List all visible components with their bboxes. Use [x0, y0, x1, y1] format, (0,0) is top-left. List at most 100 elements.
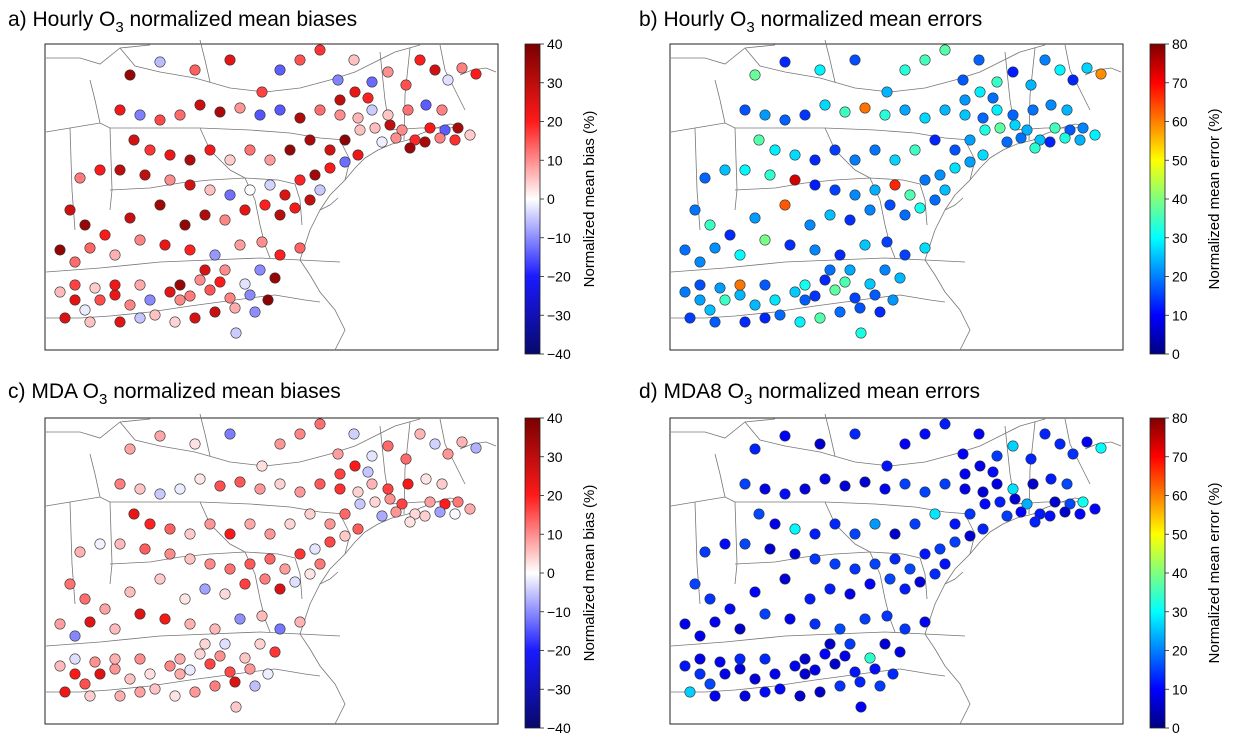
site-marker [274, 583, 286, 595]
site-marker [204, 284, 216, 296]
site-marker [789, 523, 801, 535]
site-marker [909, 518, 921, 530]
colorbar-tick-label: 40 [1172, 565, 1188, 581]
site-marker [134, 686, 146, 698]
site-marker [309, 543, 321, 555]
site-marker [154, 199, 166, 211]
site-marker [704, 593, 716, 605]
site-marker [879, 638, 891, 650]
site-marker [304, 134, 316, 146]
site-marker [859, 613, 871, 625]
colorbar-tick-label: 30 [1172, 230, 1188, 246]
site-marker [294, 486, 306, 498]
site-marker [274, 249, 286, 261]
site-marker [849, 428, 861, 440]
site-marker [714, 656, 726, 668]
site-marker [294, 616, 306, 628]
boundary-line [899, 294, 946, 303]
site-marker [230, 701, 242, 713]
site-marker [449, 134, 461, 146]
site-marker [284, 518, 296, 530]
site-marker [1049, 496, 1061, 508]
site-marker [449, 508, 461, 520]
site-marker [1061, 104, 1073, 116]
site-marker [289, 576, 301, 588]
site-marker [159, 239, 171, 251]
site-marker [164, 286, 176, 298]
state-boundaries [45, 39, 497, 351]
site-marker [994, 496, 1006, 508]
site-marker [149, 309, 161, 321]
site-marker [244, 518, 256, 530]
site-marker [244, 289, 256, 301]
site-marker [244, 558, 256, 570]
site-marker [79, 219, 91, 231]
boundary-line [45, 496, 111, 507]
site-marker [354, 498, 366, 510]
site-marker [224, 528, 236, 540]
site-marker [419, 510, 431, 522]
site-marker [420, 99, 432, 111]
site-marker [269, 272, 281, 284]
site-marker [849, 154, 861, 166]
site-marker [784, 613, 796, 625]
colorbar-tick-label: 10 [1172, 681, 1188, 697]
site-marker [1029, 142, 1041, 154]
site-marker [274, 438, 286, 450]
site-marker [382, 109, 394, 121]
site-marker [977, 523, 989, 535]
site-marker [759, 234, 771, 246]
site-marker [164, 149, 176, 161]
boundary-line [69, 127, 76, 231]
site-marker [154, 114, 166, 126]
colorbar-tick-label: 20 [1172, 269, 1188, 285]
site-marker [420, 473, 432, 485]
site-marker [349, 460, 361, 472]
site-marker [1081, 436, 1093, 448]
colorbar-tick-label: 50 [1172, 152, 1188, 168]
site-marker [869, 518, 881, 530]
site-marker [929, 508, 941, 520]
boundary-line [944, 571, 964, 585]
site-marker [189, 438, 201, 450]
colorbar-tick-label: 80 [1172, 36, 1188, 52]
site-marker [189, 312, 201, 324]
site-marker [139, 169, 151, 181]
site-marker [219, 264, 231, 276]
site-marker [314, 478, 326, 490]
site-marker [949, 144, 961, 156]
site-marker [859, 239, 871, 251]
site-marker [89, 656, 101, 668]
site-marker [987, 466, 999, 478]
site-marker [977, 112, 989, 124]
site-marker [402, 478, 414, 490]
boundary-line [671, 294, 901, 319]
site-marker [799, 483, 811, 495]
boundary-line [319, 197, 339, 211]
site-marker [814, 686, 826, 698]
site-marker [834, 306, 846, 318]
site-marker [964, 508, 976, 520]
colorbar-tick-label: −40 [547, 346, 571, 362]
site-marker [304, 508, 316, 520]
site-marker [991, 478, 1003, 490]
site-marker [402, 104, 414, 116]
site-marker [339, 530, 351, 542]
panel-d: d) MDA8 O3 normalized mean errors 80 70 60… [625, 370, 1251, 740]
colorbar-bar [1149, 417, 1166, 729]
site-marker [734, 249, 746, 261]
panel-a-title: a) Hourly O3 normalized mean biases [8, 8, 357, 36]
site-marker [694, 279, 706, 291]
site-marker [109, 249, 121, 261]
site-marker [734, 279, 746, 291]
site-marker [899, 64, 911, 76]
site-marker [339, 134, 351, 146]
site-marker [174, 653, 186, 665]
site-marker [429, 438, 441, 450]
site-marker [991, 104, 1003, 116]
site-marker [79, 304, 91, 316]
site-marker [789, 149, 801, 161]
site-marker [109, 279, 121, 291]
site-marker [164, 174, 176, 186]
site-marker [134, 653, 146, 665]
